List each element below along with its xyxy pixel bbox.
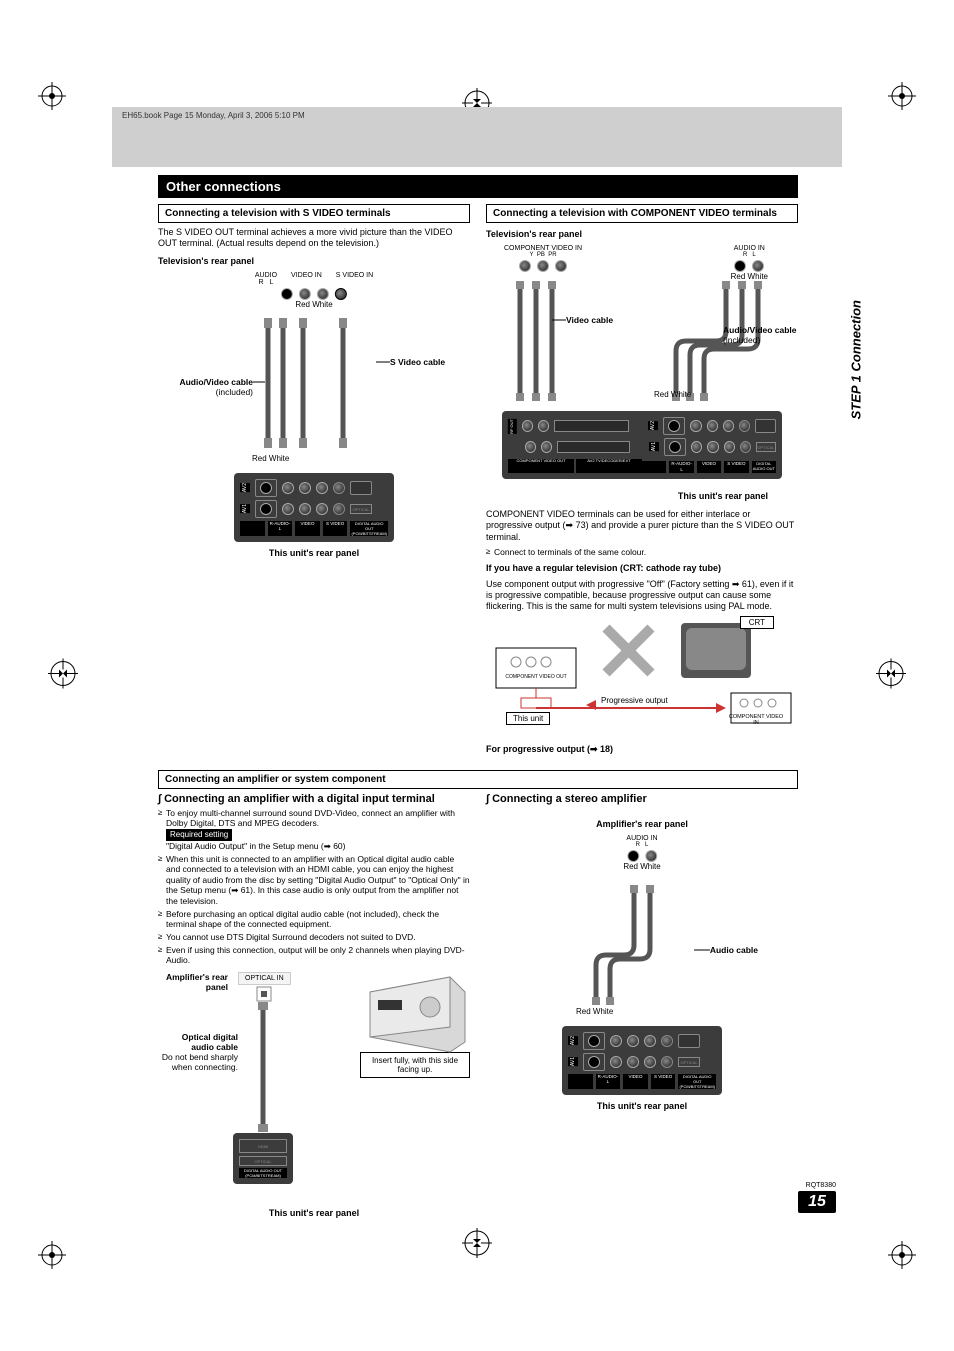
unit-label: This unit's rear panel [158, 1208, 470, 1218]
digital-amp-column: ∫ Connecting an amplifier with a digital… [158, 793, 470, 1218]
component-diagram: COMPONENT VIDEO IN Y PB PR AUDIO IN R L … [486, 245, 798, 485]
av-cable-sub: (included) [723, 335, 760, 345]
bullet: To enjoy multi-channel surround sound DV… [158, 808, 470, 852]
amplifier-heading: Connecting an amplifier or system compon… [158, 770, 798, 789]
term-label: R [636, 842, 640, 848]
svg-text:COMPONENT VIDEO OUT: COMPONENT VIDEO OUT [505, 674, 566, 680]
video-cable-label: Video cable [566, 315, 613, 325]
term-label: VIDEO IN [291, 272, 322, 279]
req-line: "Digital Audio Output" in the Setup menu… [166, 841, 345, 851]
bullet: Before purchasing an optical digital aud… [158, 909, 470, 930]
term-label: PR [548, 252, 556, 258]
amplifier-icon [360, 972, 470, 1062]
cable-icon [486, 281, 798, 411]
bullet: You cannot use DTS Digital Surround deco… [158, 932, 470, 943]
amp-panel-label: Amplifier's rear panel [486, 819, 798, 829]
page-number: 15 [798, 1191, 836, 1213]
red-white: Red White [654, 390, 691, 399]
component-column: Connecting a television with COMPONENT V… [486, 204, 798, 760]
red-white: Red White [731, 272, 768, 281]
bullet: When this unit is connected to an amplif… [158, 854, 470, 907]
red-white: Red White [255, 300, 373, 309]
crt-diagram: COMPONENT VIDEO OUT [486, 618, 798, 738]
term-label: S VIDEO IN [336, 272, 373, 279]
term-label: COMPONENT VIDEO IN [504, 245, 582, 252]
term-label: AUDIO [255, 272, 277, 279]
s-cable-label: S Video cable [390, 357, 445, 367]
term-label: R [743, 252, 747, 258]
svideo-column: Connecting a television with S VIDEO ter… [158, 204, 470, 760]
bullet: Connect to terminals of the same colour. [486, 547, 798, 558]
component-heading: Connecting a television with COMPONENT V… [486, 204, 798, 223]
svideo-diagram: AUDIO R L VIDEO IN S VIDEO IN Red White [158, 272, 470, 542]
tv-panel-label: Television's rear panel [158, 256, 470, 266]
crop-mark-icon [888, 82, 916, 110]
step-label: STEP 1 Connection [848, 300, 863, 419]
stereo-heading: ∫ Connecting a stereo amplifier [486, 793, 798, 805]
red-white: Red White [252, 454, 289, 463]
audio-cable-label: Audio cable [710, 945, 758, 955]
crt-label: CRT [740, 616, 774, 629]
optical-note: Do not bend sharply when connecting. [162, 1052, 238, 1072]
av-cable-sub: (included) [216, 387, 253, 397]
crop-mark-icon [38, 1241, 66, 1269]
term-label: PB [537, 252, 545, 258]
bullet: Even if using this connection, output wi… [158, 945, 470, 966]
tv-panel-label: Television's rear panel [486, 229, 798, 239]
component-desc: COMPONENT VIDEO terminals can be used fo… [486, 509, 798, 543]
progressive-ref: For progressive output (➡ 18) [486, 744, 798, 755]
insert-note: Insert fully, with this side facing up. [360, 1052, 470, 1078]
term-label: R [259, 279, 264, 286]
av-cable-label: Audio/Video cable [179, 377, 253, 387]
required-setting-badge: Required setting [166, 829, 232, 841]
unit-rear-partial: HDMI OPTICAL DIGITAL AUDIO OUT (PCM/BITS… [233, 1133, 293, 1184]
digital-heading: ∫ Connecting an amplifier with a digital… [158, 793, 470, 805]
term-label: L [645, 842, 648, 848]
page-number-box: RQT8380 15 [798, 1182, 836, 1213]
unit-label: This unit's rear panel [486, 491, 798, 501]
crop-mark-icon [888, 1241, 916, 1269]
registration-mark-icon [462, 1228, 492, 1263]
registration-mark-icon [876, 658, 906, 693]
doc-code: RQT8380 [798, 1182, 836, 1189]
term-label: L [269, 279, 273, 286]
amp-panel-label: Amplifier's rear panel [166, 972, 228, 992]
this-unit-label: This unit [506, 712, 550, 725]
section-title: Other connections [158, 175, 798, 198]
term-label: AUDIO IN [731, 245, 768, 252]
term-label: Y [529, 252, 533, 258]
unit-rear-panel: AV2 AV1 OPTICAL [234, 473, 394, 543]
header-note: EH65.book Page 15 Monday, April 3, 2006 … [122, 111, 305, 120]
stereo-amp-column: ∫ Connecting a stereo amplifier Amplifie… [486, 793, 798, 1218]
svideo-intro: The S VIDEO OUT terminal achieves a more… [158, 227, 470, 250]
red-white: Red White [623, 862, 660, 871]
red-white: Red White [576, 1007, 613, 1016]
av-cable-label: Audio/Video cable [723, 325, 797, 335]
crt-body: Use component output with progressive "O… [486, 579, 798, 613]
stereo-diagram: AUDIO IN R L Red White Audio cable [486, 835, 798, 1095]
crop-mark-icon [38, 82, 66, 110]
registration-mark-icon [48, 658, 78, 693]
unit-label: This unit's rear panel [158, 548, 470, 558]
svideo-heading: Connecting a television with S VIDEO ter… [158, 204, 470, 223]
crt-heading: If you have a regular television (CRT: c… [486, 563, 798, 574]
progressive-label: Progressive output [601, 696, 668, 705]
unit-rear-panel: AV2 AV1 OPTICAL [562, 1026, 722, 1096]
unit-rear-panel: RF OUT AV2 [502, 411, 782, 479]
page-content: Other connections Connecting a televisio… [158, 175, 798, 1218]
comp-in-label: COMPONENT VIDEO IN [726, 714, 786, 726]
optical-cable-label: Optical digital audio cable [182, 1032, 238, 1052]
term-label: AUDIO IN [623, 835, 660, 842]
digital-amp-diagram: Amplifier's rear panel OPTICAL IN Optica… [158, 972, 470, 1202]
unit-label: This unit's rear panel [486, 1101, 798, 1111]
header-gray-bar: EH65.book Page 15 Monday, April 3, 2006 … [112, 107, 842, 167]
term-label: L [752, 252, 755, 258]
optical-in: OPTICAL IN [238, 972, 291, 985]
